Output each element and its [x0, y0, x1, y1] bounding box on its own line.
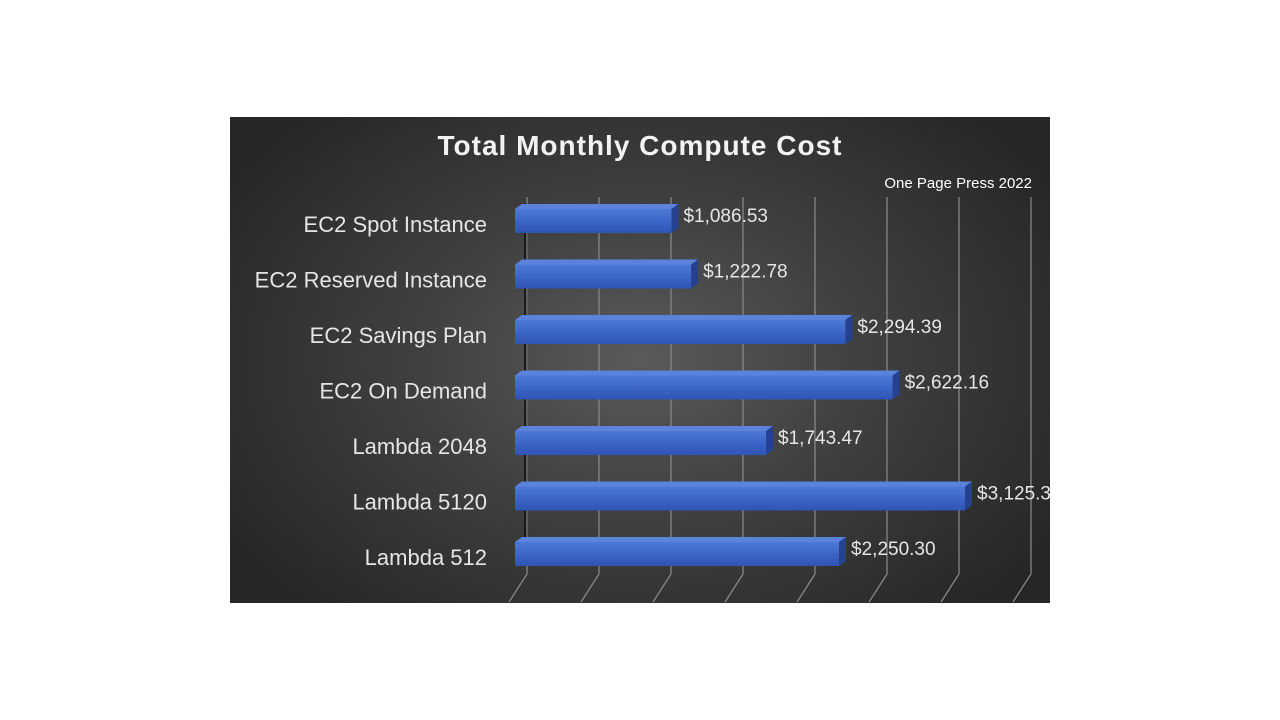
bar-chart: Total Monthly Compute Cost One Page Pres…: [255, 130, 1050, 603]
bar: [515, 426, 774, 455]
bars: [515, 204, 973, 566]
bar: [515, 204, 679, 233]
gridline: [940, 197, 960, 603]
bar: [515, 537, 847, 566]
gridline: [1012, 197, 1032, 603]
value-label: $2,622.16: [905, 373, 990, 394]
value-label: $3,125.31: [977, 484, 1050, 505]
category-label: Lambda 5120: [352, 490, 487, 515]
category-label: Lambda 512: [365, 545, 487, 570]
bar: [515, 481, 973, 511]
bar: [515, 259, 699, 289]
labels: EC2 Spot Instance $1,086.53 EC2 Reserved I…: [255, 206, 1050, 570]
category-label: EC2 On Demand: [319, 379, 487, 404]
value-label: $1,222.78: [703, 262, 788, 283]
category-label: EC2 Savings Plan: [310, 323, 487, 348]
bar: [515, 370, 900, 400]
category-label: EC2 Spot Instance: [304, 212, 487, 237]
chart-panel: Total Monthly Compute Cost One Page Pres…: [230, 117, 1050, 603]
value-label: $1,743.47: [778, 428, 863, 449]
value-label: $2,294.39: [857, 317, 942, 338]
value-label: $2,250.30: [851, 539, 936, 560]
value-label: $1,086.53: [683, 206, 768, 227]
bar: [515, 315, 853, 344]
category-label: Lambda 2048: [352, 434, 487, 459]
chart-title: Total Monthly Compute Cost: [438, 130, 843, 161]
chart-subtitle: One Page Press 2022: [884, 175, 1032, 192]
category-label: EC2 Reserved Instance: [255, 268, 487, 293]
